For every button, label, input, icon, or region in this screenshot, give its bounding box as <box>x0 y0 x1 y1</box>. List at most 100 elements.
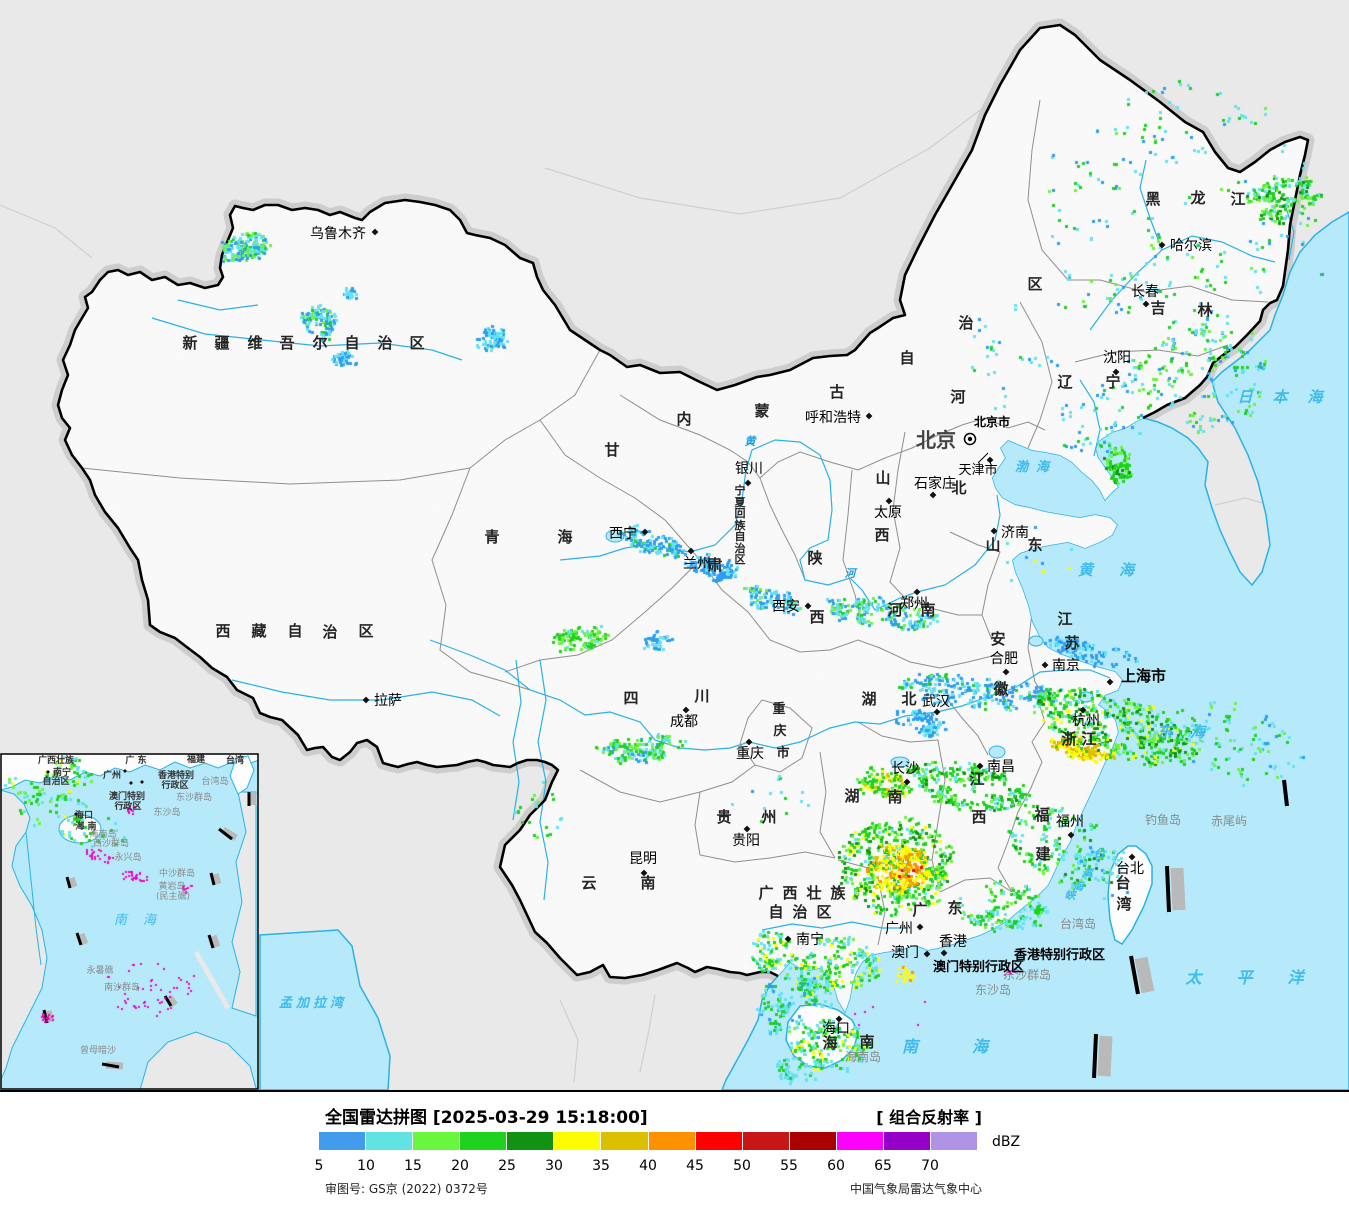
city-marker-icon <box>903 778 911 786</box>
province-label: 东 <box>947 899 962 917</box>
province-label: 湖 <box>861 690 876 708</box>
inset-label: 南宁 <box>53 766 71 778</box>
province-label: 龙 <box>1189 189 1205 207</box>
city-label: 乌鲁木齐 <box>310 226 366 242</box>
province-label: 河 <box>950 388 965 406</box>
sea-label: 日本海 <box>1237 388 1342 406</box>
province-label: 蒙 <box>754 402 769 420</box>
city-marker-icon <box>913 588 921 596</box>
legend-unit: dBZ <box>992 1134 1021 1150</box>
province-label: 自 <box>899 349 914 367</box>
inset-label: 东沙岛 <box>153 806 180 818</box>
province-label: 山 <box>875 469 890 487</box>
admin-region-label: 香港特别行政区 <box>1013 947 1105 963</box>
city-marker-icon <box>804 602 812 610</box>
province-label: 治 <box>322 623 337 641</box>
inset-label: 东沙群岛 <box>176 791 212 803</box>
legend-tick-value: 55 <box>780 1158 798 1174</box>
province-label: 族 <box>830 884 846 902</box>
legend-tick-value: 65 <box>874 1158 892 1174</box>
province-label: 自 <box>768 903 783 921</box>
province-label: 江 <box>969 770 984 788</box>
province-label: 山 <box>985 536 1000 554</box>
city-marker-icon <box>743 825 751 833</box>
legend-ticks: 5 10 15 20 25 30 35 40 45 50 55 60 65 70 <box>0 1158 1349 1176</box>
strait-label: 海 <box>1073 880 1086 893</box>
city-label: 天津市 <box>958 462 997 478</box>
province-label: 河 <box>887 601 902 619</box>
province-label: 治 <box>735 541 746 555</box>
island-label: 东沙岛 <box>975 982 1011 997</box>
city-marker-icon <box>885 497 893 505</box>
city-label: 银川 <box>735 461 763 477</box>
city-label: 广州 <box>885 921 913 937</box>
city-marker-icon <box>916 923 924 931</box>
inset-label: 海南岛 <box>89 828 116 840</box>
city-label: 上海市 <box>1121 667 1166 685</box>
legend-tick-value: 40 <box>639 1158 657 1174</box>
province-label: 辽 <box>1057 373 1072 391</box>
admin-region-label: 澳门特别行政区 <box>933 959 1024 975</box>
city-marker-icon <box>362 696 370 704</box>
island-label: 钓鱼岛 <box>1145 812 1181 827</box>
province-label: 黑 <box>1145 190 1160 208</box>
city-marker-icon <box>929 491 937 499</box>
province-label: 壮 <box>806 884 821 902</box>
legend-color-cell <box>413 1132 460 1150</box>
legend-tick-value: 45 <box>686 1158 704 1174</box>
legend-colorbar <box>319 1132 978 1150</box>
inset-label: 永暑礁 <box>86 964 113 976</box>
city-label: 沈阳 <box>1103 350 1131 366</box>
city-label: 南宁 <box>796 931 824 948</box>
inset-label: 曾母暗沙 <box>80 1044 116 1056</box>
legend-tick-value: 5 <box>314 1158 324 1174</box>
legend-color-cell <box>742 1132 789 1150</box>
legend-tick-value: 50 <box>733 1158 751 1174</box>
inset-label: 永兴岛 <box>114 851 141 863</box>
province-label: 西 <box>215 622 230 640</box>
province-label: 江 <box>1081 730 1096 748</box>
city-label: 福州 <box>1056 814 1084 830</box>
province-label: 区 <box>409 334 424 352</box>
province-label: 广 <box>912 901 927 919</box>
city-label: 贵阳 <box>732 833 760 849</box>
inset-label: 行政区 <box>113 800 141 812</box>
province-label: 海 <box>557 528 572 546</box>
city-label: 台北 <box>1116 861 1144 877</box>
inset-label: 台湾 <box>226 754 244 766</box>
city-marker-icon <box>641 528 649 536</box>
island-label: 海南岛 <box>845 1049 881 1064</box>
province-label: 区 <box>1027 275 1042 293</box>
city-label: 武汉 <box>922 694 950 710</box>
city-label: 北京 <box>916 428 956 452</box>
city-label: 海口 <box>822 1021 850 1037</box>
province-label: 治 <box>792 903 807 921</box>
legend-color-cell <box>366 1132 413 1150</box>
province-label: 州 <box>760 808 776 826</box>
tianjin-pointer-line <box>977 452 989 464</box>
province-label: 安 <box>990 630 1005 648</box>
city-marker-icon <box>784 935 792 943</box>
province-label: 东 <box>1027 536 1042 554</box>
legend-tick-value: 30 <box>545 1158 563 1174</box>
city-label: 兰州 <box>683 556 711 572</box>
province-label: 海 <box>822 1034 837 1052</box>
province-label: 苏 <box>1064 634 1079 652</box>
province-label: 四 <box>623 689 638 707</box>
province-label: 区 <box>816 903 831 921</box>
city-label: 长春 <box>1131 284 1159 300</box>
province-label: 南 <box>920 601 935 619</box>
sea-label: 南海 <box>902 1037 1042 1056</box>
province-label: 族 <box>735 518 747 532</box>
inset-label: 自治区 <box>42 775 69 787</box>
inset-label: 行政区 <box>160 779 188 791</box>
sea-label: 太平洋 <box>1184 968 1338 987</box>
province-label: 台 <box>1115 874 1130 892</box>
city-marker-icon <box>1079 706 1087 714</box>
city-label: 南京 <box>1052 658 1080 674</box>
sea-label: 黄海 <box>1078 561 1160 579</box>
city-label: 昆明 <box>629 851 657 867</box>
inset-label: 台湾岛 <box>201 775 228 787</box>
city-marker-icon <box>371 228 379 236</box>
legend-color-cell <box>836 1132 883 1150</box>
